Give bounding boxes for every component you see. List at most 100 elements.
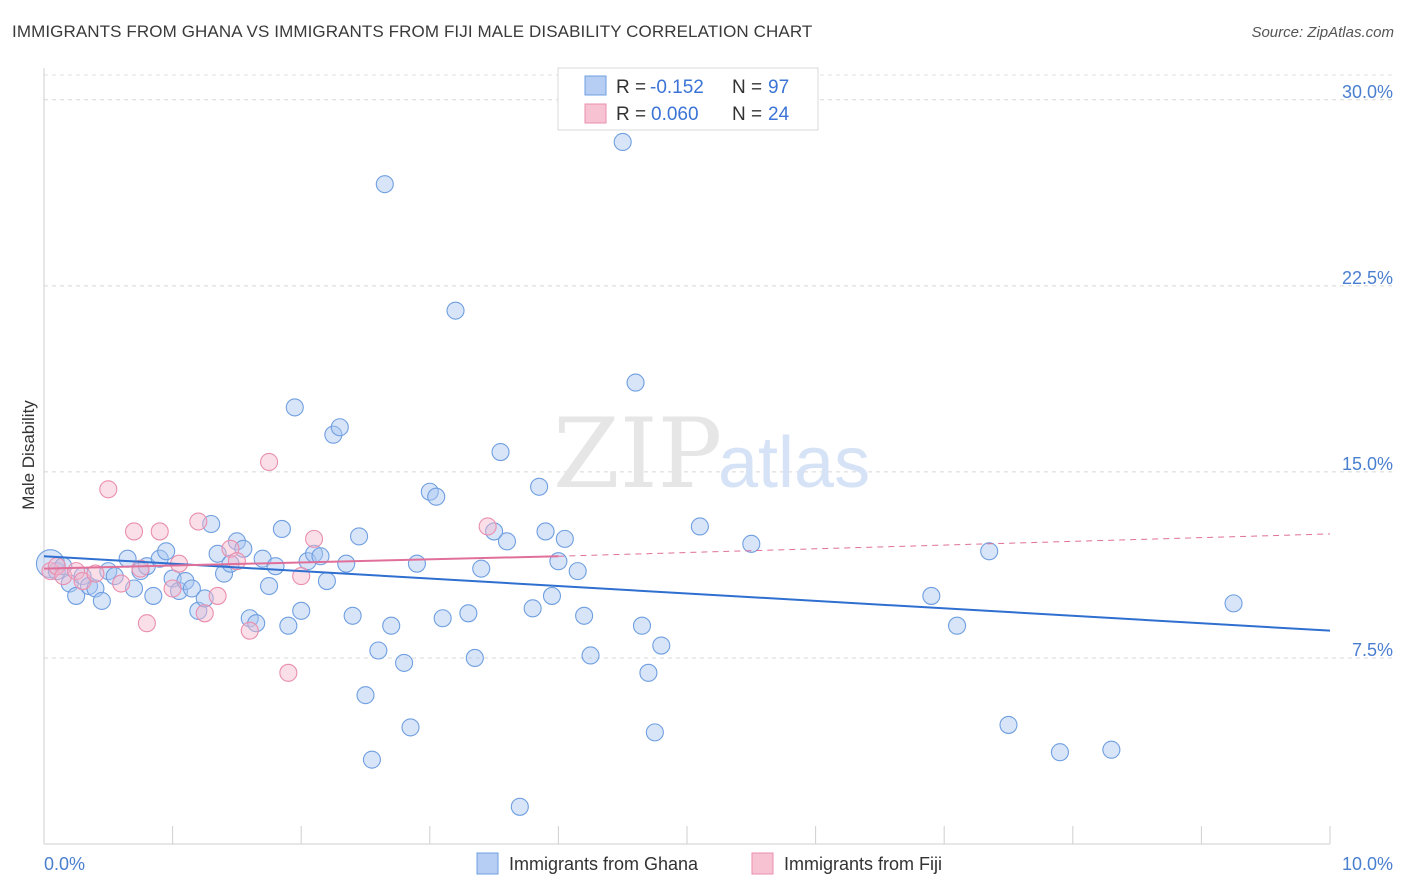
data-point <box>652 636 671 655</box>
data-point <box>613 132 632 152</box>
legend-n-label-ghana: N = <box>732 77 762 98</box>
data-point <box>491 443 510 462</box>
data-point <box>362 750 381 769</box>
data-point <box>131 559 150 578</box>
trend-line-ghana <box>43 555 1331 632</box>
data-point <box>343 606 362 625</box>
data-point <box>292 601 311 620</box>
data-point <box>645 723 664 742</box>
data-point <box>382 616 401 635</box>
y-axis-label: Male Disability <box>19 400 38 510</box>
watermark: ZIP atlas <box>553 398 870 510</box>
y-tick-label: 30.0% <box>1342 82 1393 102</box>
data-point <box>639 663 658 682</box>
x-tick-label-min: 0.0% <box>44 854 85 874</box>
legend-n-label-fiji: N = <box>732 104 762 125</box>
data-point <box>150 522 169 541</box>
data-point <box>240 621 259 640</box>
data-point <box>157 542 176 561</box>
data-point <box>446 301 465 320</box>
data-point <box>137 614 156 633</box>
data-point <box>369 641 388 660</box>
data-point <box>530 477 549 496</box>
data-point <box>182 579 201 598</box>
watermark-zip: ZIP <box>553 398 722 510</box>
data-point <box>324 425 343 444</box>
data-point <box>247 614 266 633</box>
data-point <box>497 532 517 551</box>
data-point <box>99 480 118 499</box>
data-point <box>279 663 298 682</box>
data-point <box>568 562 587 581</box>
stats-legend: R = -0.152 N = 97 R = 0.060 N = 24 <box>557 67 819 131</box>
data-point <box>350 527 369 546</box>
data-point <box>465 648 484 668</box>
data-point <box>259 452 279 472</box>
bottom-legend-swatch-ghana <box>476 852 499 875</box>
bottom-legend-swatch-fiji <box>751 852 774 875</box>
y-tick-label: 7.5% <box>1352 640 1393 660</box>
data-point <box>555 529 574 548</box>
data-point <box>92 591 111 610</box>
axes <box>43 68 1331 845</box>
legend-r-value-fiji: 0.060 <box>651 104 699 125</box>
legend-r-value-ghana: -0.152 <box>650 77 704 98</box>
data-point <box>523 599 542 618</box>
legend-r-label-ghana: R = <box>616 77 646 98</box>
legend-n-value-fiji: 24 <box>768 104 790 125</box>
bottom-legend-label-ghana: Immigrants from Ghana <box>509 854 699 874</box>
data-point <box>279 616 298 635</box>
data-point <box>86 564 105 583</box>
legend-swatch-ghana <box>584 75 607 96</box>
data-point <box>227 552 246 571</box>
data-point <box>356 686 375 705</box>
data-point <box>259 576 279 596</box>
bottom-legend-label-fiji: Immigrants from Fiji <box>784 854 942 874</box>
source-credit: Source: ZipAtlas.com <box>1251 24 1394 41</box>
data-point <box>330 418 349 437</box>
trend-line-fiji <box>43 555 559 570</box>
legend-r-label-fiji: R = <box>616 104 646 125</box>
data-point <box>690 517 709 536</box>
x-tick-label-max: 10.0% <box>1342 854 1393 874</box>
y-tick-label: 15.0% <box>1342 454 1393 474</box>
data-point <box>208 586 227 605</box>
watermark-atlas: atlas <box>718 423 870 503</box>
data-point <box>1224 594 1243 613</box>
data-point <box>337 554 356 573</box>
series-legend: Immigrants from Ghana Immigrants from Fi… <box>476 852 942 875</box>
data-point <box>375 175 394 194</box>
data-point <box>948 616 967 635</box>
grid-lines <box>44 74 1394 659</box>
data-point <box>272 519 291 539</box>
legend-n-value-ghana: 97 <box>768 77 789 98</box>
data-point <box>626 373 645 392</box>
data-point <box>575 606 594 625</box>
data-point <box>112 574 131 593</box>
data-point <box>1050 743 1069 762</box>
data-point <box>1102 740 1121 759</box>
data-point <box>285 398 304 417</box>
data-point <box>67 586 86 605</box>
data-point <box>632 616 652 635</box>
data-point <box>922 586 941 605</box>
data-point <box>395 653 414 672</box>
data-point <box>189 512 208 531</box>
data-point <box>401 718 420 737</box>
y-tick-label: 22.5% <box>1342 268 1393 288</box>
y-tick-labels: 7.5% 15.0% 22.5% 30.0% <box>1342 82 1393 660</box>
data-point <box>317 572 336 591</box>
data-point <box>163 579 182 598</box>
data-point <box>433 609 452 628</box>
data-point <box>311 547 330 566</box>
series-fiji-points <box>41 452 497 682</box>
trend-lines <box>43 533 1331 632</box>
data-point <box>427 487 446 506</box>
data-point <box>407 554 426 573</box>
data-point <box>305 529 324 548</box>
data-point <box>549 552 568 571</box>
data-point <box>581 646 600 665</box>
data-point <box>980 542 999 561</box>
chart-title: IMMIGRANTS FROM GHANA VS IMMIGRANTS FROM… <box>12 22 813 41</box>
